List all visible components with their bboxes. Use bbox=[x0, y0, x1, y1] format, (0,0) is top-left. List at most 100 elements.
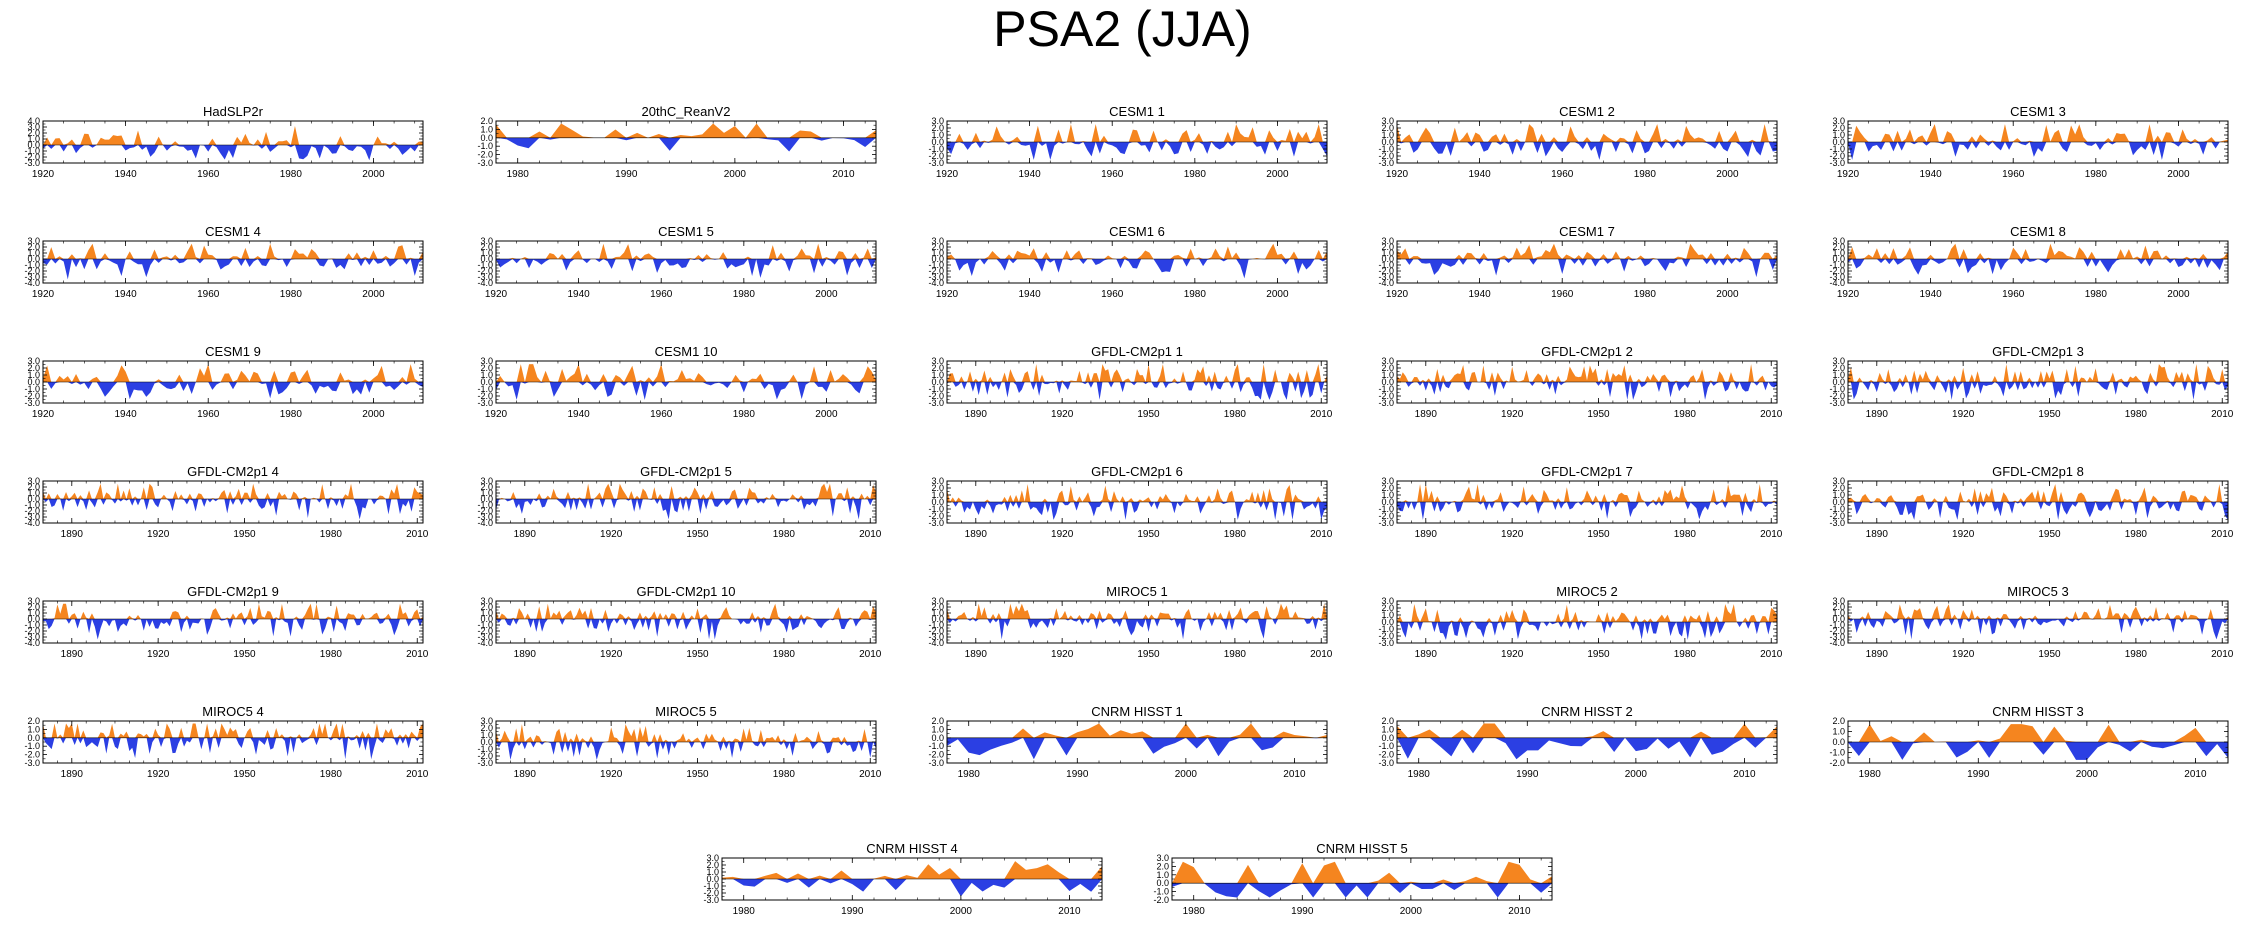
x-tick-label: 1890 bbox=[965, 409, 988, 420]
panel-13: GFDL-CM2p1 1 -3.0-2.0-1.00.01.02.03.0 1890… bbox=[928, 344, 1332, 420]
panel-title: GFDL-CM2p1 2 bbox=[1541, 344, 1633, 359]
y-tick-label: 3.0 bbox=[1832, 356, 1845, 366]
y-tick-label: -4.0 bbox=[928, 278, 944, 288]
positive-anomaly-area bbox=[43, 243, 423, 259]
y-tick-label: -1.0 bbox=[928, 504, 944, 514]
y-tick-label: 4.0 bbox=[27, 116, 40, 126]
x-tick-label: 2010 bbox=[859, 529, 882, 540]
y-tick-label: -2.0 bbox=[24, 750, 40, 760]
x-tick-label: 1990 bbox=[841, 906, 864, 917]
plot-frame bbox=[495, 480, 877, 524]
y-tick-label: 1.0 bbox=[1832, 490, 1845, 500]
y-tick-label: 3.0 bbox=[931, 116, 944, 126]
y-tick-label: -2.0 bbox=[928, 750, 944, 760]
x-tick-label: 1980 bbox=[773, 529, 796, 540]
series-area bbox=[43, 603, 423, 640]
negative-anomaly-area bbox=[43, 499, 423, 520]
positive-anomaly-area bbox=[1397, 723, 1777, 738]
negative-anomaly-area bbox=[1848, 502, 2228, 520]
x-tick-label: 1950 bbox=[1137, 649, 1160, 660]
x-tick-label: 1890 bbox=[514, 529, 537, 540]
y-tick-label: 1.0 bbox=[480, 124, 493, 134]
negative-anomaly-area bbox=[1848, 382, 2228, 400]
series-area bbox=[43, 723, 423, 760]
x-tick-label: 1950 bbox=[2038, 649, 2061, 660]
panel-title: CNRM HISST 4 bbox=[866, 841, 958, 856]
x-tick-label: 1890 bbox=[1415, 529, 1438, 540]
y-tick-label: 0.0 bbox=[1832, 137, 1845, 147]
y-tick-label: -3.0 bbox=[1829, 518, 1845, 528]
panel-title: MIROC5 2 bbox=[1556, 584, 1617, 599]
positive-anomaly-area bbox=[1848, 724, 2228, 742]
x-tick-label: 1940 bbox=[114, 289, 137, 300]
y-tick-label: 2.0 bbox=[480, 363, 493, 373]
y-tick-label: -3.0 bbox=[1378, 398, 1394, 408]
x-tick-label: 1890 bbox=[1415, 409, 1438, 420]
x-tick-label: 1980 bbox=[280, 169, 303, 180]
series-area bbox=[1848, 604, 2228, 640]
y-tick-label: 3.0 bbox=[1832, 476, 1845, 486]
y-tick-label: -2.0 bbox=[24, 152, 40, 162]
y-tick-label: -1.0 bbox=[477, 141, 493, 151]
y-tick-label: -1.0 bbox=[477, 500, 493, 510]
panel-title: CESM1 8 bbox=[2010, 224, 2066, 239]
x-tick-label: 1980 bbox=[2125, 529, 2148, 540]
y-tick-label: -1.0 bbox=[928, 144, 944, 154]
y-tick-label: -1.0 bbox=[1829, 504, 1845, 514]
y-tick-label: -1.0 bbox=[477, 384, 493, 394]
panel-title: HadSLP2r bbox=[203, 104, 264, 119]
x-tick-label: 1980 bbox=[1674, 649, 1697, 660]
x-tick-label: 1980 bbox=[320, 769, 343, 780]
series-area bbox=[496, 603, 876, 640]
y-tick-label: 0.0 bbox=[931, 497, 944, 507]
positive-anomaly-area bbox=[947, 124, 1327, 142]
y-tick-label: -1.0 bbox=[928, 384, 944, 394]
x-tick-label: 1960 bbox=[1551, 289, 1574, 300]
series-area bbox=[947, 603, 1327, 640]
y-tick-label: -3.0 bbox=[24, 272, 40, 282]
y-tick-label: 1.0 bbox=[27, 248, 40, 258]
panel-30: CNRM HISST 3 -2.0-1.00.01.02.0 1980 1990 200… bbox=[1829, 704, 2229, 780]
y-tick-label: -2.0 bbox=[1378, 151, 1394, 161]
panel-27: MIROC5 5 -3.0-2.0-1.00.01.02.03.0 1890 1920… bbox=[477, 704, 881, 780]
x-tick-label: 1980 bbox=[320, 649, 343, 660]
y-tick-label: -3.0 bbox=[703, 895, 719, 905]
y-tick-label: 1.0 bbox=[480, 730, 493, 740]
y-tick-label: -4.0 bbox=[928, 638, 944, 648]
y-tick-label: 2.0 bbox=[1832, 602, 1845, 612]
y-tick-label: 2.0 bbox=[931, 716, 944, 726]
x-tick-label: 2010 bbox=[1310, 649, 1333, 660]
series-area bbox=[1848, 484, 2228, 520]
x-tick-label: 1990 bbox=[1967, 769, 1990, 780]
y-tick-label: -1.0 bbox=[928, 260, 944, 270]
positive-anomaly-area bbox=[1397, 124, 1777, 142]
y-tick-label: -3.0 bbox=[928, 158, 944, 168]
y-tick-label: 0.0 bbox=[27, 614, 40, 624]
x-tick-label: 1920 bbox=[1051, 529, 1074, 540]
panel-title: CESM1 2 bbox=[1559, 104, 1615, 119]
panel-title: MIROC5 4 bbox=[202, 704, 263, 719]
y-tick-label: -1.0 bbox=[24, 500, 40, 510]
y-tick-label: -4.0 bbox=[24, 278, 40, 288]
x-tick-label: 2000 bbox=[950, 906, 973, 917]
panel-title: MIROC5 1 bbox=[1106, 584, 1167, 599]
y-tick-label: -2.0 bbox=[24, 266, 40, 276]
negative-anomaly-area bbox=[1172, 883, 1552, 898]
negative-anomaly-area bbox=[496, 137, 876, 152]
y-tick-label: 2.0 bbox=[27, 602, 40, 612]
negative-anomaly-area bbox=[1848, 742, 2228, 760]
y-tick-label: -3.0 bbox=[477, 632, 493, 642]
x-tick-label: 1920 bbox=[936, 169, 959, 180]
y-tick-label: 2.0 bbox=[27, 482, 40, 492]
y-tick-label: 0.0 bbox=[480, 614, 493, 624]
panel-title: MIROC5 5 bbox=[655, 704, 716, 719]
x-tick-label: 1950 bbox=[686, 529, 709, 540]
series-area bbox=[496, 243, 876, 278]
y-tick-label: -2.0 bbox=[928, 391, 944, 401]
x-tick-label: 1980 bbox=[958, 769, 981, 780]
series-area bbox=[1397, 364, 1777, 400]
x-tick-label: 1920 bbox=[1501, 649, 1524, 660]
y-tick-label: -1.0 bbox=[24, 620, 40, 630]
y-tick-label: 3.0 bbox=[480, 716, 493, 726]
negative-anomaly-area bbox=[947, 142, 1327, 160]
